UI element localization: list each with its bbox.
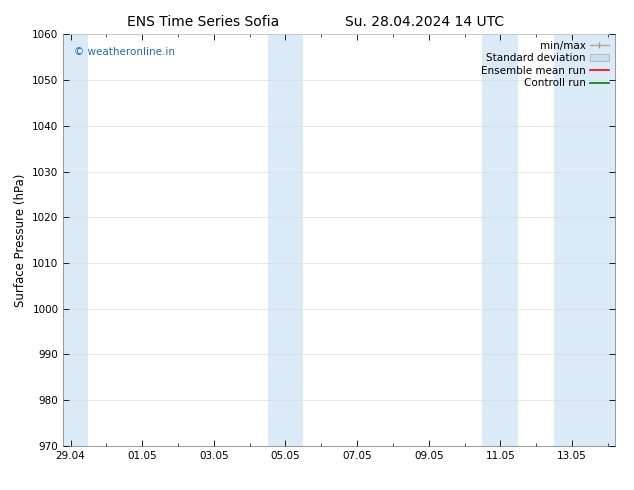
Bar <box>63 34 89 446</box>
Text: © weatheronline.in: © weatheronline.in <box>74 47 176 57</box>
Text: Su. 28.04.2024 14 UTC: Su. 28.04.2024 14 UTC <box>346 15 504 29</box>
Text: ENS Time Series Sofia: ENS Time Series Sofia <box>127 15 279 29</box>
Bar <box>554 34 615 446</box>
Bar <box>268 34 304 446</box>
Y-axis label: Surface Pressure (hPa): Surface Pressure (hPa) <box>14 173 27 307</box>
Bar <box>482 34 518 446</box>
Legend: min/max, Standard deviation, Ensemble mean run, Controll run: min/max, Standard deviation, Ensemble me… <box>477 36 613 93</box>
